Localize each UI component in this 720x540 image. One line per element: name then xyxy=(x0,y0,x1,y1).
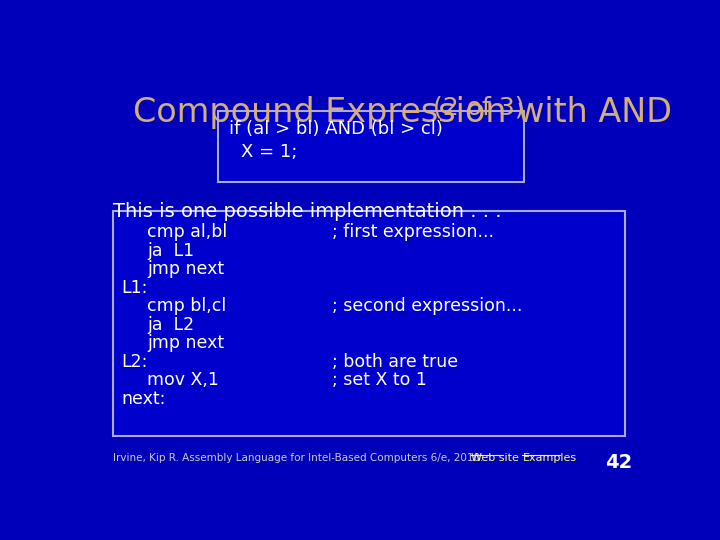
FancyBboxPatch shape xyxy=(113,211,625,436)
Text: ja  L2: ja L2 xyxy=(148,316,194,334)
FancyBboxPatch shape xyxy=(218,111,524,182)
Text: L2:: L2: xyxy=(121,353,148,371)
Text: next:: next: xyxy=(121,390,166,408)
Text: Web site: Web site xyxy=(472,453,519,463)
Text: L1:: L1: xyxy=(121,279,148,297)
Text: Compound Expression with AND: Compound Expression with AND xyxy=(132,96,672,129)
Text: ; first expression...: ; first expression... xyxy=(332,224,494,241)
Text: jmp next: jmp next xyxy=(148,334,225,352)
Text: (2 of 3): (2 of 3) xyxy=(425,96,524,119)
Text: cmp al,bl: cmp al,bl xyxy=(148,224,228,241)
Text: 42: 42 xyxy=(606,453,632,472)
Text: Irvine, Kip R. Assembly Language for Intel-Based Computers 6/e, 2010.: Irvine, Kip R. Assembly Language for Int… xyxy=(113,453,484,463)
Text: X = 1;: X = 1; xyxy=(241,143,297,161)
Text: Examples: Examples xyxy=(523,453,577,463)
Text: ; second expression...: ; second expression... xyxy=(332,298,522,315)
Text: This is one possible implementation . . .: This is one possible implementation . . … xyxy=(113,202,502,221)
Text: cmp bl,cl: cmp bl,cl xyxy=(148,298,227,315)
Text: if (al > bl) AND (bl > cl): if (al > bl) AND (bl > cl) xyxy=(229,120,443,138)
Text: jmp next: jmp next xyxy=(148,260,225,279)
Text: mov X,1: mov X,1 xyxy=(148,372,219,389)
Text: ; both are true: ; both are true xyxy=(332,353,458,371)
Text: ; set X to 1: ; set X to 1 xyxy=(332,372,427,389)
Text: ja  L1: ja L1 xyxy=(148,242,194,260)
